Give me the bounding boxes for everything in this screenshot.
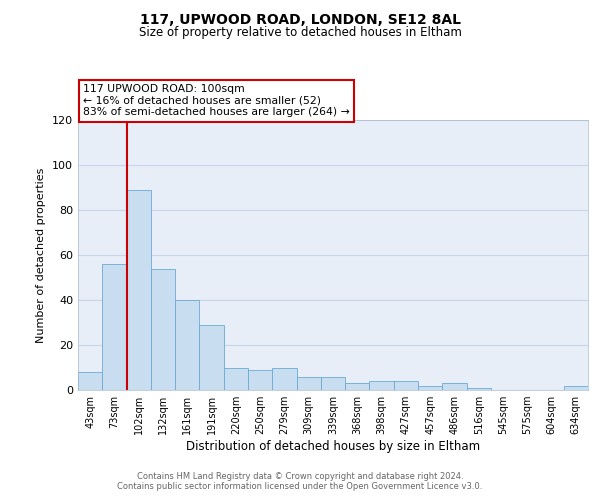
Bar (78, 372, 102, 390)
Bar (272, 368, 296, 390)
Bar (394, 381, 418, 390)
Bar (370, 381, 394, 390)
Bar (151, 268, 175, 390)
Text: Contains HM Land Registry data © Crown copyright and database right 2024.: Contains HM Land Registry data © Crown c… (137, 472, 463, 481)
Bar (224, 368, 248, 390)
Bar (467, 388, 491, 390)
Y-axis label: Number of detached properties: Number of detached properties (37, 168, 46, 342)
Bar (175, 300, 199, 390)
Bar (418, 386, 442, 390)
Text: Size of property relative to detached houses in Eltham: Size of property relative to detached ho… (139, 26, 461, 39)
Bar (442, 383, 467, 390)
Bar (296, 376, 321, 390)
Text: 117, UPWOOD ROAD, LONDON, SE12 8AL: 117, UPWOOD ROAD, LONDON, SE12 8AL (139, 12, 461, 26)
Bar (102, 264, 127, 390)
Bar (345, 383, 370, 390)
Text: Contains public sector information licensed under the Open Government Licence v3: Contains public sector information licen… (118, 482, 482, 491)
Bar (248, 370, 272, 390)
Bar (199, 325, 224, 390)
Text: 117 UPWOOD ROAD: 100sqm
← 16% of detached houses are smaller (52)
83% of semi-de: 117 UPWOOD ROAD: 100sqm ← 16% of detache… (83, 84, 350, 117)
Bar (321, 376, 345, 390)
Bar (564, 386, 588, 390)
X-axis label: Distribution of detached houses by size in Eltham: Distribution of detached houses by size … (186, 440, 480, 453)
Bar (127, 190, 151, 390)
